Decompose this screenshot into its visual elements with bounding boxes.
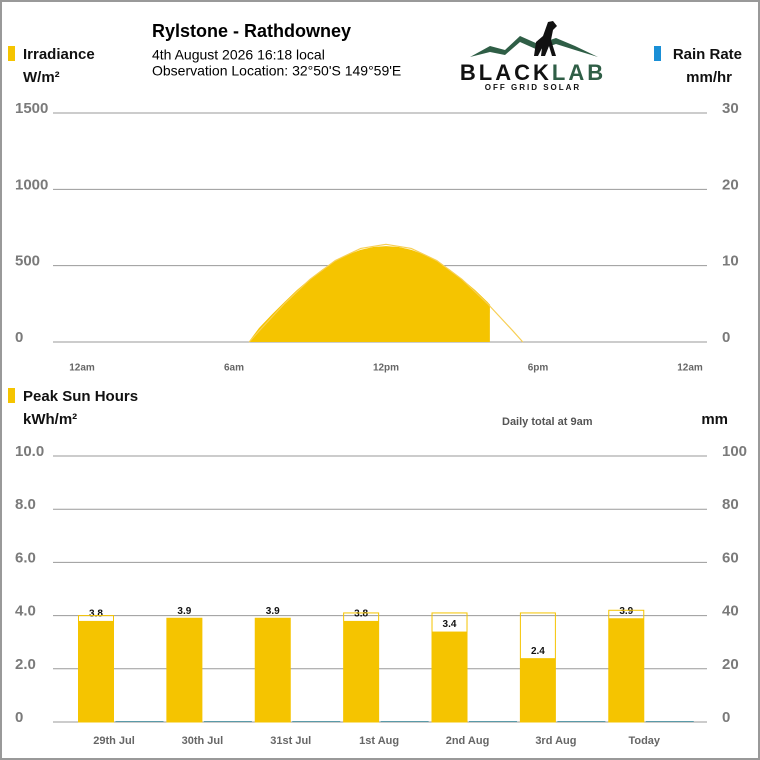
potential-outline: [431, 612, 468, 723]
data-label: 3.8: [354, 609, 368, 620]
y-tick-label: 0: [15, 329, 23, 346]
y2-tick-label: 0: [722, 329, 730, 346]
potential-outline: [519, 612, 556, 723]
subtitle: Daily total at 9am: [502, 416, 593, 428]
y2-tick-label: 100: [722, 443, 747, 460]
y-tick-label: 0: [15, 709, 23, 726]
y2-unit: mm/hr: [686, 69, 732, 86]
y2-unit: mm: [701, 411, 728, 428]
rain-bar: [292, 721, 341, 722]
y2-tick-label: 20: [722, 176, 739, 193]
x-tick-label: 30th Jul: [182, 735, 224, 747]
x-tick-label: 31st Jul: [270, 735, 311, 747]
area-fill: [249, 246, 490, 342]
legend-swatch: [8, 46, 15, 61]
logo-tagline: OFF GRID SOLAR: [485, 83, 581, 92]
y2-tick-label: 40: [722, 603, 739, 620]
logo-lab: LAB: [552, 60, 606, 85]
potential-outline: [254, 617, 291, 723]
y-tick-label: 1500: [15, 100, 48, 117]
x-tick-label: 12am: [677, 363, 703, 374]
logo: BLACKLAB OFF GRID SOLAR: [460, 21, 606, 92]
legend-swatch: [654, 46, 661, 61]
x-tick-label: 29th Jul: [93, 735, 135, 747]
potential-outline: [166, 617, 203, 723]
x-tick-label: 6am: [224, 363, 244, 374]
y2-tick-label: 80: [722, 496, 739, 513]
logo-text: BLACKLAB: [460, 60, 606, 85]
x-tick-label: 12pm: [373, 363, 399, 374]
rain-bar: [115, 721, 164, 722]
y-unit: kWh/m²: [23, 411, 77, 428]
title: Rylstone - Rathdowney: [152, 21, 351, 41]
bar: [78, 620, 114, 722]
y-tick-label: 1000: [15, 176, 48, 193]
y-unit: W/m²: [23, 69, 60, 86]
legend-label: Peak Sun Hours: [23, 388, 138, 405]
y2-tick-label: 60: [722, 549, 739, 566]
rain-bar: [380, 721, 429, 722]
y-tick-label: 10.0: [15, 443, 44, 460]
data-label: 3.9: [619, 606, 633, 617]
logo-black: BLACK: [460, 60, 552, 85]
bar: [255, 618, 291, 722]
data-label: 3.4: [443, 619, 457, 630]
y-tick-label: 8.0: [15, 496, 36, 513]
bar: [520, 658, 556, 722]
potential-outline: [608, 609, 645, 723]
rain-bar: [645, 721, 694, 722]
y-tick-label: 6.0: [15, 549, 36, 566]
location: Observation Location: 32°50'S 149°59'E: [152, 63, 401, 79]
data-label: 3.9: [177, 606, 191, 617]
x-tick-label: 2nd Aug: [446, 735, 490, 747]
bar: [343, 620, 379, 722]
legend-label: Irradiance: [23, 46, 95, 63]
potential-outline: [343, 612, 380, 723]
x-tick-label: 3rd Aug: [535, 735, 576, 747]
data-label: 3.8: [89, 609, 103, 620]
bar: [608, 618, 644, 722]
bar: [432, 631, 468, 722]
x-tick-label: 1st Aug: [359, 735, 399, 747]
data-label: 2.4: [531, 646, 545, 657]
rain-bar: [203, 721, 252, 722]
y2-tick-label: 30: [722, 100, 739, 117]
rain-bar: [469, 721, 518, 722]
x-tick-label: 6pm: [528, 363, 549, 374]
bar: [166, 618, 202, 722]
y2-tick-label: 20: [722, 656, 739, 673]
y-tick-label: 4.0: [15, 603, 36, 620]
y2-tick-label: 0: [722, 709, 730, 726]
data-label: 3.9: [266, 606, 280, 617]
x-tick-label: 12am: [69, 363, 95, 374]
x-tick-label: Today: [628, 735, 660, 747]
y-tick-label: 2.0: [15, 656, 36, 673]
line: [248, 243, 524, 343]
legend-label: Rain Rate: [673, 46, 742, 63]
date: 4th August 2026 16:18 local: [152, 47, 325, 63]
legend-swatch: [8, 388, 15, 403]
potential-outline: [78, 615, 114, 723]
rain-bar: [557, 721, 606, 722]
y2-tick-label: 10: [722, 253, 739, 270]
y-tick-label: 500: [15, 253, 40, 270]
